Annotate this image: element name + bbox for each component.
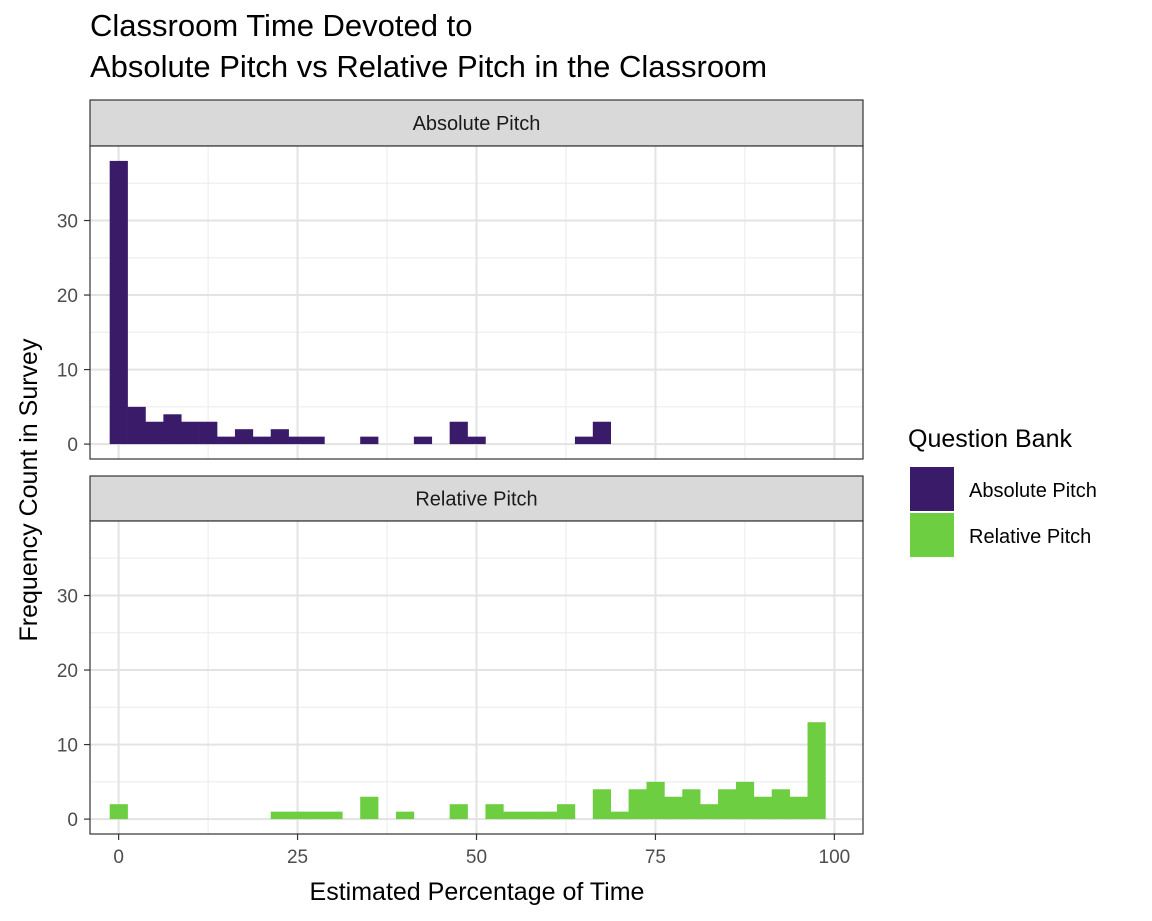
histogram-bar — [109, 804, 128, 820]
legend-label-relative-pitch: Relative Pitch — [969, 526, 1091, 548]
histogram-bar — [145, 421, 164, 445]
facets-group: Absolute Pitch 0 10 20 30 Relative Pitch 0 10 20… — [57, 99, 864, 868]
histogram-bar — [270, 811, 289, 820]
histogram-bar — [360, 436, 379, 445]
histogram-bar — [449, 804, 468, 820]
legend-title: Question Bank — [908, 425, 1072, 453]
facet-panel: Absolute Pitch 0 10 20 30 — [57, 99, 864, 460]
y-tick-label: 30 — [57, 587, 78, 608]
histogram-bar — [234, 429, 254, 445]
y-tick-label: 10 — [57, 736, 78, 757]
histogram-bar — [700, 804, 719, 820]
facet-strip-label: Absolute Pitch — [413, 113, 541, 135]
histogram-bar — [753, 796, 773, 820]
histogram-bar — [127, 406, 146, 445]
histogram-bar — [306, 811, 325, 820]
x-tick-label: 50 — [466, 847, 487, 868]
chart-title-line-1: Classroom Time Devoted to — [90, 8, 472, 43]
y-axis-label: Frequency Count in Survey — [15, 338, 43, 641]
histogram-bar — [360, 796, 379, 820]
histogram-bar — [592, 421, 612, 445]
histogram-bar — [288, 811, 307, 820]
x-tick-label: 0 — [113, 847, 124, 868]
facet-strip — [89, 475, 864, 522]
histogram-bar — [807, 722, 826, 820]
histogram-bar — [163, 414, 182, 445]
histogram-bar — [199, 421, 218, 445]
histogram-bar — [521, 811, 540, 820]
panel-border — [89, 145, 864, 460]
histogram-bar — [449, 421, 468, 445]
y-tick-label: 30 — [57, 212, 78, 233]
facet-strip — [89, 99, 864, 147]
histogram-bar — [789, 796, 808, 820]
histogram-bar — [646, 781, 665, 820]
histogram-bar — [503, 811, 522, 820]
histogram-bar — [395, 811, 415, 820]
y-tick-label: 0 — [67, 810, 78, 831]
legend: Question Bank Absolute Pitch Relative Pi… — [908, 425, 1097, 557]
y-tick-label: 20 — [57, 661, 78, 682]
x-tick-label: 100 — [819, 847, 851, 868]
histogram-bar — [610, 811, 629, 820]
histogram-bar — [217, 436, 236, 445]
histogram-bar — [682, 789, 701, 820]
histogram-bar — [735, 781, 755, 820]
y-tick-label: 20 — [57, 286, 78, 307]
chart-title-line-2: Absolute Pitch vs Relative Pitch in the … — [90, 49, 767, 84]
histogram-bar — [252, 436, 272, 445]
legend-key-relative-pitch — [910, 513, 954, 557]
legend-label-absolute-pitch: Absolute Pitch — [969, 480, 1097, 502]
histogram-bar — [181, 421, 200, 445]
x-tick-label: 75 — [645, 847, 666, 868]
x-tick-label: 25 — [287, 847, 308, 868]
y-tick-label: 0 — [67, 435, 78, 456]
histogram-bar — [557, 804, 576, 820]
facet-panel: Relative Pitch 0 10 20 30 0 25 50 75 100 — [57, 475, 864, 868]
histogram-bar — [306, 436, 325, 445]
facet-strip-label: Relative Pitch — [415, 489, 537, 511]
histogram-bar — [485, 804, 504, 820]
histogram-bar — [771, 789, 790, 820]
histogram-bar — [270, 429, 289, 445]
histogram-bar — [664, 796, 683, 820]
histogram-bar — [467, 436, 486, 445]
y-tick-label: 10 — [57, 361, 78, 382]
histogram-bar — [539, 811, 558, 820]
histogram-bar — [109, 160, 128, 445]
histogram-bar — [592, 789, 612, 820]
histogram-bar — [288, 436, 307, 445]
legend-key-absolute-pitch — [910, 467, 954, 511]
histogram-bar — [574, 436, 594, 445]
histogram-bar — [324, 811, 343, 820]
histogram-bar — [413, 436, 433, 445]
histogram-bar — [628, 789, 647, 820]
x-axis-label: Estimated Percentage of Time — [310, 878, 645, 906]
histogram-bar — [718, 789, 737, 820]
